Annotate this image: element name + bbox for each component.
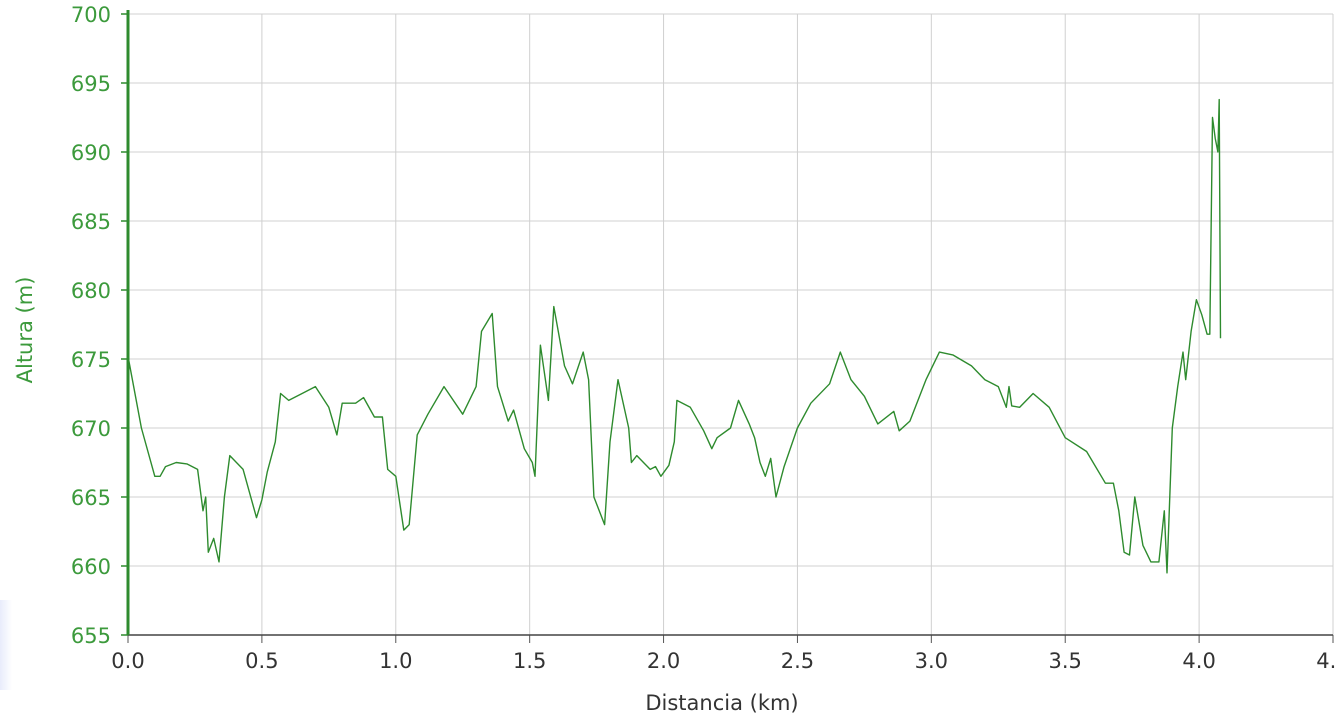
x-tick-label: 4.5 (1316, 649, 1337, 673)
axes (121, 10, 1334, 643)
elevation-series-line (127, 98, 1222, 574)
x-tick-label: 3.0 (915, 649, 948, 673)
left-edge-shadow (0, 600, 12, 690)
y-tick-label: 655 (71, 624, 111, 648)
x-tick-label: 0.5 (245, 649, 278, 673)
grid-lines (128, 13, 1334, 635)
x-tick-label: 2.0 (647, 649, 680, 673)
y-tick-label: 675 (71, 348, 111, 372)
y-axis-label: Altura (m) (13, 277, 37, 384)
x-tick-labels: 0.0 0.5 1.0 1.5 2.0 2.5 3.0 3.5 4.0 4.5 (111, 649, 1337, 673)
y-tick-label: 695 (71, 72, 111, 96)
y-tick-labels: 655 660 665 670 675 680 685 690 695 700 (71, 3, 111, 648)
y-tick-label: 660 (71, 555, 111, 579)
x-tick-label: 2.5 (781, 649, 814, 673)
y-tick-label: 700 (71, 3, 111, 27)
x-tick-label: 1.5 (513, 649, 546, 673)
y-tick-label: 690 (71, 141, 111, 165)
x-axis-label: Distancia (km) (645, 691, 798, 715)
x-tick-label: 3.5 (1049, 649, 1082, 673)
y-tick-label: 665 (71, 486, 111, 510)
x-tick-label: 0.0 (111, 649, 144, 673)
x-tick-label: 4.0 (1182, 649, 1215, 673)
y-tick-label: 670 (71, 417, 111, 441)
series-group (127, 98, 1222, 574)
x-tick-label: 1.0 (379, 649, 412, 673)
y-tick-label: 680 (71, 279, 111, 303)
y-tick-label: 685 (71, 210, 111, 234)
